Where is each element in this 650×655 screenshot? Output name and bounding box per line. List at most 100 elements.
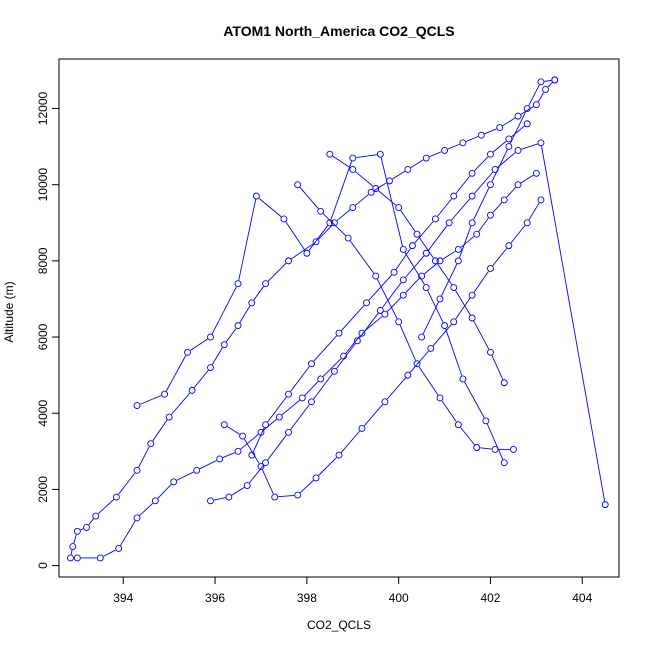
data-point bbox=[376, 306, 384, 314]
data-point bbox=[431, 215, 439, 223]
series-1-segment bbox=[70, 549, 73, 555]
data-point bbox=[487, 181, 494, 189]
series-1-segment bbox=[239, 305, 251, 323]
series-7-segment bbox=[460, 427, 475, 446]
y-tick-label: 12000 bbox=[36, 92, 50, 126]
series-9-segment bbox=[422, 301, 439, 335]
data-point bbox=[133, 466, 141, 474]
data-point bbox=[216, 455, 224, 463]
series-5-segment bbox=[299, 480, 314, 494]
data-point bbox=[372, 272, 380, 280]
series-1-segment bbox=[484, 128, 497, 135]
data-point bbox=[496, 124, 504, 132]
data-point bbox=[294, 491, 302, 499]
data-point bbox=[450, 284, 458, 291]
x-tick-label: 400 bbox=[389, 591, 409, 605]
series-8-segment bbox=[437, 263, 453, 285]
series-8-segment bbox=[418, 236, 434, 259]
y-tick-label: 8000 bbox=[36, 247, 50, 274]
series-1-segment bbox=[291, 243, 314, 260]
series-3-segment bbox=[356, 154, 377, 158]
series-9-segment bbox=[544, 79, 552, 82]
data-point bbox=[395, 204, 403, 211]
series-7-segment bbox=[418, 366, 439, 396]
series-5-segment bbox=[363, 404, 383, 427]
series-1-segment bbox=[225, 328, 237, 343]
series-2-segment bbox=[405, 278, 420, 293]
data-point bbox=[445, 219, 453, 227]
data-point bbox=[395, 318, 403, 326]
data-point bbox=[450, 318, 458, 326]
series-1-segment bbox=[410, 159, 424, 168]
series-1-segment bbox=[318, 224, 333, 240]
series-1-segment bbox=[152, 419, 168, 442]
data-point bbox=[376, 150, 384, 158]
y-tick-label: 4000 bbox=[36, 400, 50, 427]
data-point bbox=[308, 398, 315, 406]
data-point bbox=[349, 154, 357, 162]
data-point bbox=[523, 105, 531, 112]
series-5-segment bbox=[318, 457, 337, 476]
series-3-segment bbox=[308, 225, 329, 251]
series-5-segment bbox=[528, 202, 540, 221]
series-3-segment bbox=[190, 338, 208, 351]
series-5-segment bbox=[432, 324, 452, 347]
data-point bbox=[207, 497, 214, 505]
series-4-segment bbox=[267, 434, 287, 461]
x-tick-label: 404 bbox=[572, 591, 592, 605]
series-6 bbox=[248, 120, 531, 459]
series-2-segment bbox=[120, 520, 136, 546]
series-4-segment bbox=[336, 343, 356, 369]
data-point bbox=[487, 211, 494, 219]
data-point bbox=[459, 375, 467, 383]
data-point bbox=[399, 291, 407, 299]
series-4-segment bbox=[382, 282, 402, 308]
data-point bbox=[330, 219, 338, 227]
data-point bbox=[454, 421, 462, 429]
data-point bbox=[147, 440, 155, 448]
data-point bbox=[413, 230, 421, 238]
data-point bbox=[427, 345, 435, 352]
series-3-segment bbox=[285, 221, 306, 251]
data-point bbox=[381, 310, 389, 318]
series-1-segment bbox=[520, 106, 534, 115]
series-1-segment bbox=[171, 392, 191, 415]
series-7-segment bbox=[299, 187, 319, 209]
data-point bbox=[262, 421, 270, 429]
data-point bbox=[67, 554, 74, 562]
data-point bbox=[491, 445, 499, 453]
series-3-segment bbox=[165, 355, 187, 392]
series-6-segment bbox=[511, 125, 525, 138]
x-tick-label: 398 bbox=[297, 591, 317, 605]
data-point bbox=[551, 76, 559, 84]
data-point bbox=[184, 348, 191, 356]
data-point bbox=[367, 188, 375, 196]
data-point bbox=[418, 333, 426, 341]
data-point bbox=[487, 348, 494, 356]
series-1-segment bbox=[537, 92, 545, 102]
data-point bbox=[487, 150, 494, 158]
series-6-segment bbox=[437, 198, 452, 217]
series-2-segment bbox=[139, 502, 154, 516]
x-tick-label: 402 bbox=[480, 591, 500, 605]
data-point bbox=[523, 219, 531, 227]
series-2-segment bbox=[424, 262, 438, 275]
y-tick-label: 0 bbox=[36, 562, 50, 569]
x-axis: 394 396 398 400 402 404 bbox=[113, 576, 593, 605]
series-6-segment bbox=[252, 427, 265, 453]
series-4-segment bbox=[231, 487, 245, 496]
series-3-segment bbox=[427, 290, 444, 323]
data-point bbox=[234, 280, 242, 288]
series-6-segment bbox=[290, 366, 310, 392]
data-point bbox=[335, 451, 343, 459]
series-2-segment bbox=[364, 316, 383, 332]
data-point bbox=[262, 280, 270, 288]
data-point bbox=[422, 249, 430, 257]
data-point bbox=[431, 257, 439, 265]
data-point bbox=[459, 139, 467, 147]
data-point bbox=[514, 112, 522, 120]
series-3-segment bbox=[404, 252, 425, 285]
series-2-segment bbox=[345, 335, 361, 354]
data-point bbox=[275, 413, 283, 421]
